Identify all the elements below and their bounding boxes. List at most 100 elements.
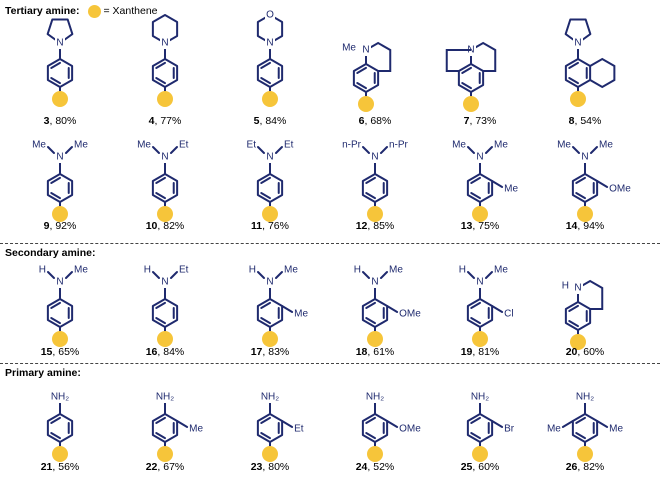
compound-number: 13 <box>460 220 473 232</box>
compound-yield: , 77% <box>154 115 182 127</box>
compound-yield: , 52% <box>367 461 395 473</box>
compound-caption: 17, 83% <box>225 346 315 358</box>
ring-substituent-left: Me <box>547 424 561 435</box>
xanthene-dot <box>577 446 593 462</box>
xanthene-dot <box>570 91 586 107</box>
compound-number: 8 <box>568 115 575 127</box>
structure-7: N <box>445 41 497 112</box>
ring-substituent-right: Me <box>609 424 623 435</box>
compound-number: 19 <box>460 346 473 358</box>
compound-number: 26 <box>565 461 578 473</box>
xanthene-dot <box>367 206 383 222</box>
compound-number: 23 <box>250 461 263 473</box>
amine-nitrogen: N <box>574 38 581 49</box>
amine-nitrogen: N <box>56 152 63 163</box>
compound-caption: 20, 60% <box>540 346 630 358</box>
compound-caption: 5, 84% <box>225 115 315 127</box>
compound-yield: , 85% <box>367 220 395 232</box>
section-divider-1 <box>0 243 660 244</box>
compound-yield: , 84% <box>157 346 185 358</box>
ring-substituent-right: Cl <box>504 309 513 320</box>
n-methyl-label: Me <box>342 43 356 54</box>
pyrrolidine-ring <box>564 18 592 44</box>
structure-6: N Me <box>342 41 392 112</box>
compound-caption: 21, 56% <box>15 461 105 473</box>
saturated-ring-2 <box>445 49 471 72</box>
structure-18: NH Me OMe <box>354 265 421 347</box>
compound-number: 4 <box>148 115 155 127</box>
compound-number: 12 <box>355 220 368 232</box>
structure-16: NH Et <box>144 265 189 347</box>
compound-yield: , 80% <box>262 461 290 473</box>
compound-number: 15 <box>40 346 53 358</box>
amine-nitrogen: N <box>266 38 273 49</box>
ring-substituent-right: OMe <box>399 424 421 435</box>
n-substituent-left: H <box>459 265 466 276</box>
n-substituent-right: Me <box>494 140 508 151</box>
n-substituent-left: H <box>249 265 256 276</box>
compound-caption: 16, 84% <box>120 346 210 358</box>
compound-yield: , 75% <box>472 220 500 232</box>
xanthene-dot <box>472 446 488 462</box>
xanthene-dot <box>52 206 68 222</box>
structure-26: NH₂ Me Me <box>547 391 623 462</box>
xanthene-dot <box>367 331 383 347</box>
xanthene-dot <box>472 206 488 222</box>
compound-caption: 9, 92% <box>15 220 105 232</box>
n-substituent-left: H <box>354 265 361 276</box>
n-substituent-right: Et <box>179 265 189 276</box>
compound-number: 20 <box>565 346 578 358</box>
structure-20: NH <box>562 279 604 350</box>
compound-yield: , 82% <box>577 461 605 473</box>
compound-number: 7 <box>463 115 470 127</box>
primary-amine-label: Primary amine: <box>5 367 81 379</box>
xanthene-dot <box>463 96 479 112</box>
structure-4: N <box>151 14 179 107</box>
structure-21: NH₂ <box>46 391 74 462</box>
compound-caption: 25, 60% <box>435 461 525 473</box>
n-substituent-right: n-Pr <box>389 140 409 151</box>
structure-17: NH Me Me <box>249 265 308 347</box>
compound-number: 11 <box>251 220 263 232</box>
compound-yield: , 76% <box>262 220 289 232</box>
amine-nitrogen: N <box>56 38 63 49</box>
compound-number: 18 <box>355 346 368 358</box>
compound-yield: , 82% <box>157 220 185 232</box>
xanthene-dot <box>367 446 383 462</box>
secondary-amine-label: Secondary amine: <box>5 247 96 259</box>
structure-22: NH₂ Me <box>151 391 203 462</box>
structure-24: NH₂ OMe <box>361 391 421 462</box>
structure-25: NH₂ Br <box>466 391 515 462</box>
xanthene-dot <box>52 331 68 347</box>
tertiary-amine-label: Tertiary amine: <box>5 5 80 17</box>
pyrrolidine-ring <box>46 18 74 44</box>
amine-nitrogen: N <box>161 152 168 163</box>
compound-number: 16 <box>145 346 158 358</box>
xanthene-dot <box>358 96 374 112</box>
compound-yield: , 67% <box>157 461 185 473</box>
ring-substituent-right: Me <box>504 184 518 195</box>
n-substituent-left: H <box>39 265 46 276</box>
compound-caption: 8, 54% <box>540 115 630 127</box>
n-substituent-right: Me <box>494 265 508 276</box>
structure-8: N <box>564 18 616 107</box>
xanthene-dot <box>262 206 278 222</box>
compound-caption: 22, 67% <box>120 461 210 473</box>
compound-caption: 12, 85% <box>330 220 420 232</box>
n-substituent-left: H <box>144 265 151 276</box>
amine-nitrogen: NH₂ <box>156 392 174 403</box>
ring-substituent-right: OMe <box>609 184 631 195</box>
xanthene-legend-text: = Xanthene <box>103 5 158 17</box>
compound-yield: , 80% <box>49 115 77 127</box>
compound-yield: , 60% <box>472 461 500 473</box>
compound-number: 3 <box>43 115 50 127</box>
compound-yield: , 68% <box>364 115 392 127</box>
amine-nitrogen: NH₂ <box>366 392 384 403</box>
amine-nitrogen: N <box>476 277 483 288</box>
amine-nitrogen: NH₂ <box>51 392 69 403</box>
ring-heteroatom: O <box>266 10 274 21</box>
compound-number: 21 <box>40 461 53 473</box>
amine-nitrogen: N <box>56 277 63 288</box>
compound-caption: 4, 77% <box>120 115 210 127</box>
xanthene-dot-icon <box>87 4 101 18</box>
